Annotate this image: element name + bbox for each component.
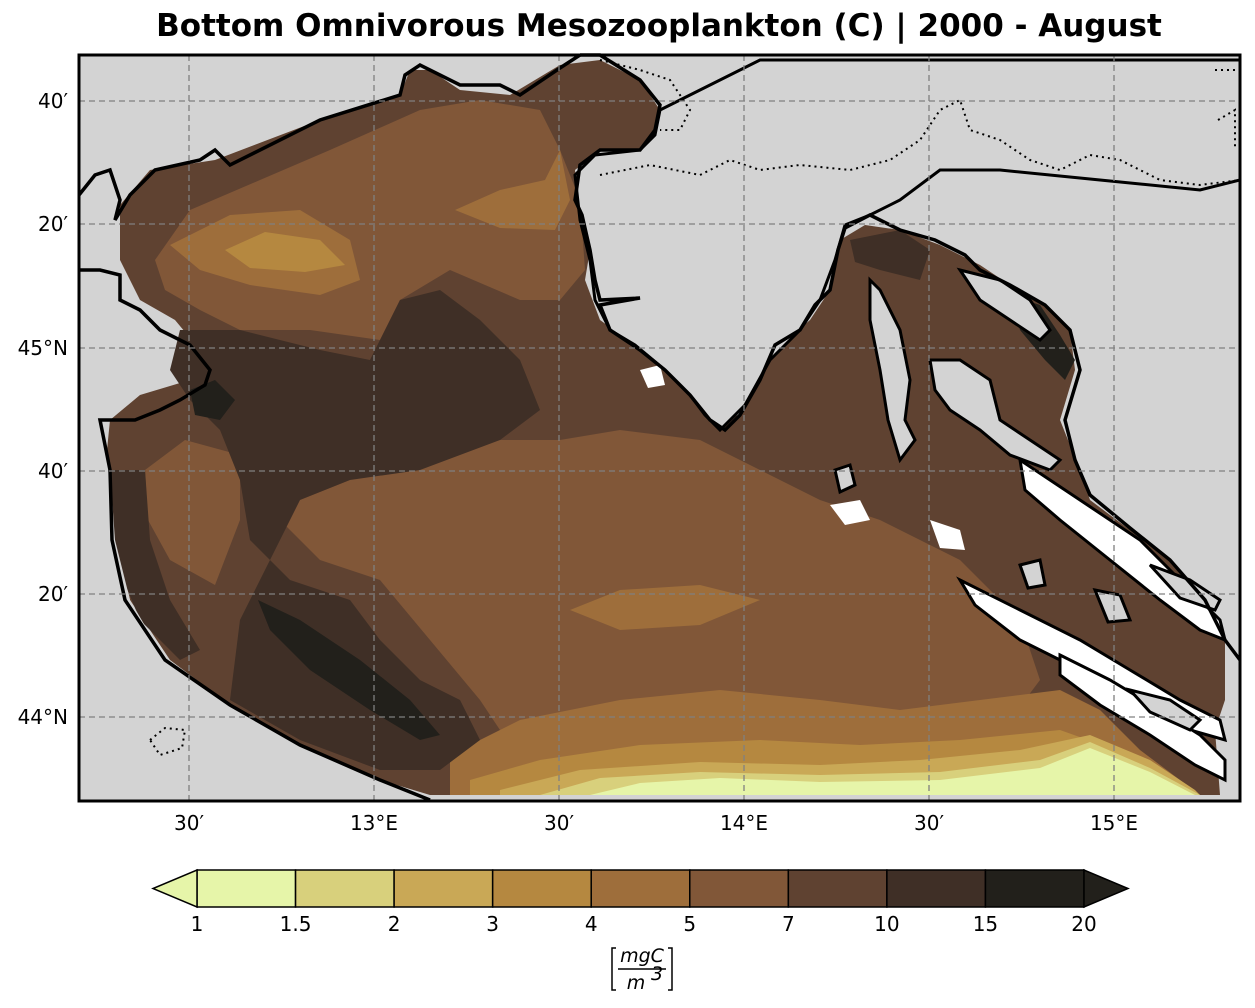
lon-label: 30′ <box>544 811 574 835</box>
border-dotted <box>599 59 1241 187</box>
colorbar-tick-label: 4 <box>585 912 598 936</box>
sea-band-10-15-west <box>110 470 200 660</box>
northern-italy-coastline <box>77 53 581 221</box>
colorbar-segment <box>294 869 395 908</box>
lat-label: 20′ <box>38 582 68 606</box>
colorbar-segment <box>984 869 1085 908</box>
sea-band-15-20-trench <box>258 600 440 740</box>
colorbar-segment <box>590 869 691 908</box>
sea-band-1-1p5-south <box>590 748 1195 795</box>
sea-band-15-20-north <box>190 380 235 420</box>
units-numerator: mgC <box>620 945 665 967</box>
colorbar-over-arrow <box>1083 868 1130 909</box>
lon-label: 14°E <box>720 811 768 835</box>
sea-band-4-5-central <box>570 585 760 630</box>
lat-label: 20′ <box>38 212 68 236</box>
units-denominator: m <box>627 972 646 994</box>
islet-dotted <box>148 726 187 757</box>
colorbar-tick-label: 10 <box>874 912 899 936</box>
sea-band-4-5-northeast <box>455 150 570 230</box>
colorbar-segment <box>689 869 790 908</box>
italian-coastline <box>79 268 431 802</box>
colorbar-segment <box>491 869 592 908</box>
lon-label: 30′ <box>174 811 204 835</box>
colorbar-segment <box>787 869 888 908</box>
colorbar-segment <box>393 869 494 908</box>
colorbar-segment <box>196 869 297 908</box>
sea-band-3-4-north <box>225 232 345 272</box>
italian-coast-land <box>79 55 430 800</box>
colorbar-units: mgC m 3 <box>611 945 673 994</box>
lat-label: 40′ <box>38 89 68 113</box>
gridlines <box>79 55 1240 801</box>
lat-label: 40′ <box>38 459 68 483</box>
istria-coastline <box>573 53 1242 662</box>
lat-label: 44°N <box>18 705 68 729</box>
colorbar-tick-label: 7 <box>782 912 795 936</box>
units-exponent: 3 <box>651 963 663 985</box>
lat-label: 45°N <box>18 336 68 360</box>
map-panel: 30′ 13°E 30′ 14°E 30′ 15°E 40′ 20′ 45°N … <box>18 53 1242 835</box>
sea-band-10-15-central <box>170 290 540 770</box>
map-title: Bottom Omnivorous Mesozooplankton (C) | … <box>156 8 1162 44</box>
lon-label: 30′ <box>914 811 944 835</box>
colorbar-tick-label: 1 <box>191 912 204 936</box>
colorbar-tick-label: 3 <box>486 912 499 936</box>
colorbar-segment <box>886 869 987 908</box>
colorbar-tick-label: 1.5 <box>280 912 312 936</box>
colorbar-under-arrow <box>151 868 198 909</box>
colorbar-tick-label: 15 <box>973 912 998 936</box>
sea-band-10-15-east <box>850 230 930 280</box>
colorbar-tick-label: 2 <box>388 912 401 936</box>
colorbar-tick-label: 5 <box>683 912 696 936</box>
map-frame <box>77 53 1242 803</box>
sea-band-5-7-west <box>145 440 240 585</box>
lon-label: 15°E <box>1090 811 1138 835</box>
colorbar-tick-label: 20 <box>1071 912 1096 936</box>
lon-label: 13°E <box>350 811 398 835</box>
